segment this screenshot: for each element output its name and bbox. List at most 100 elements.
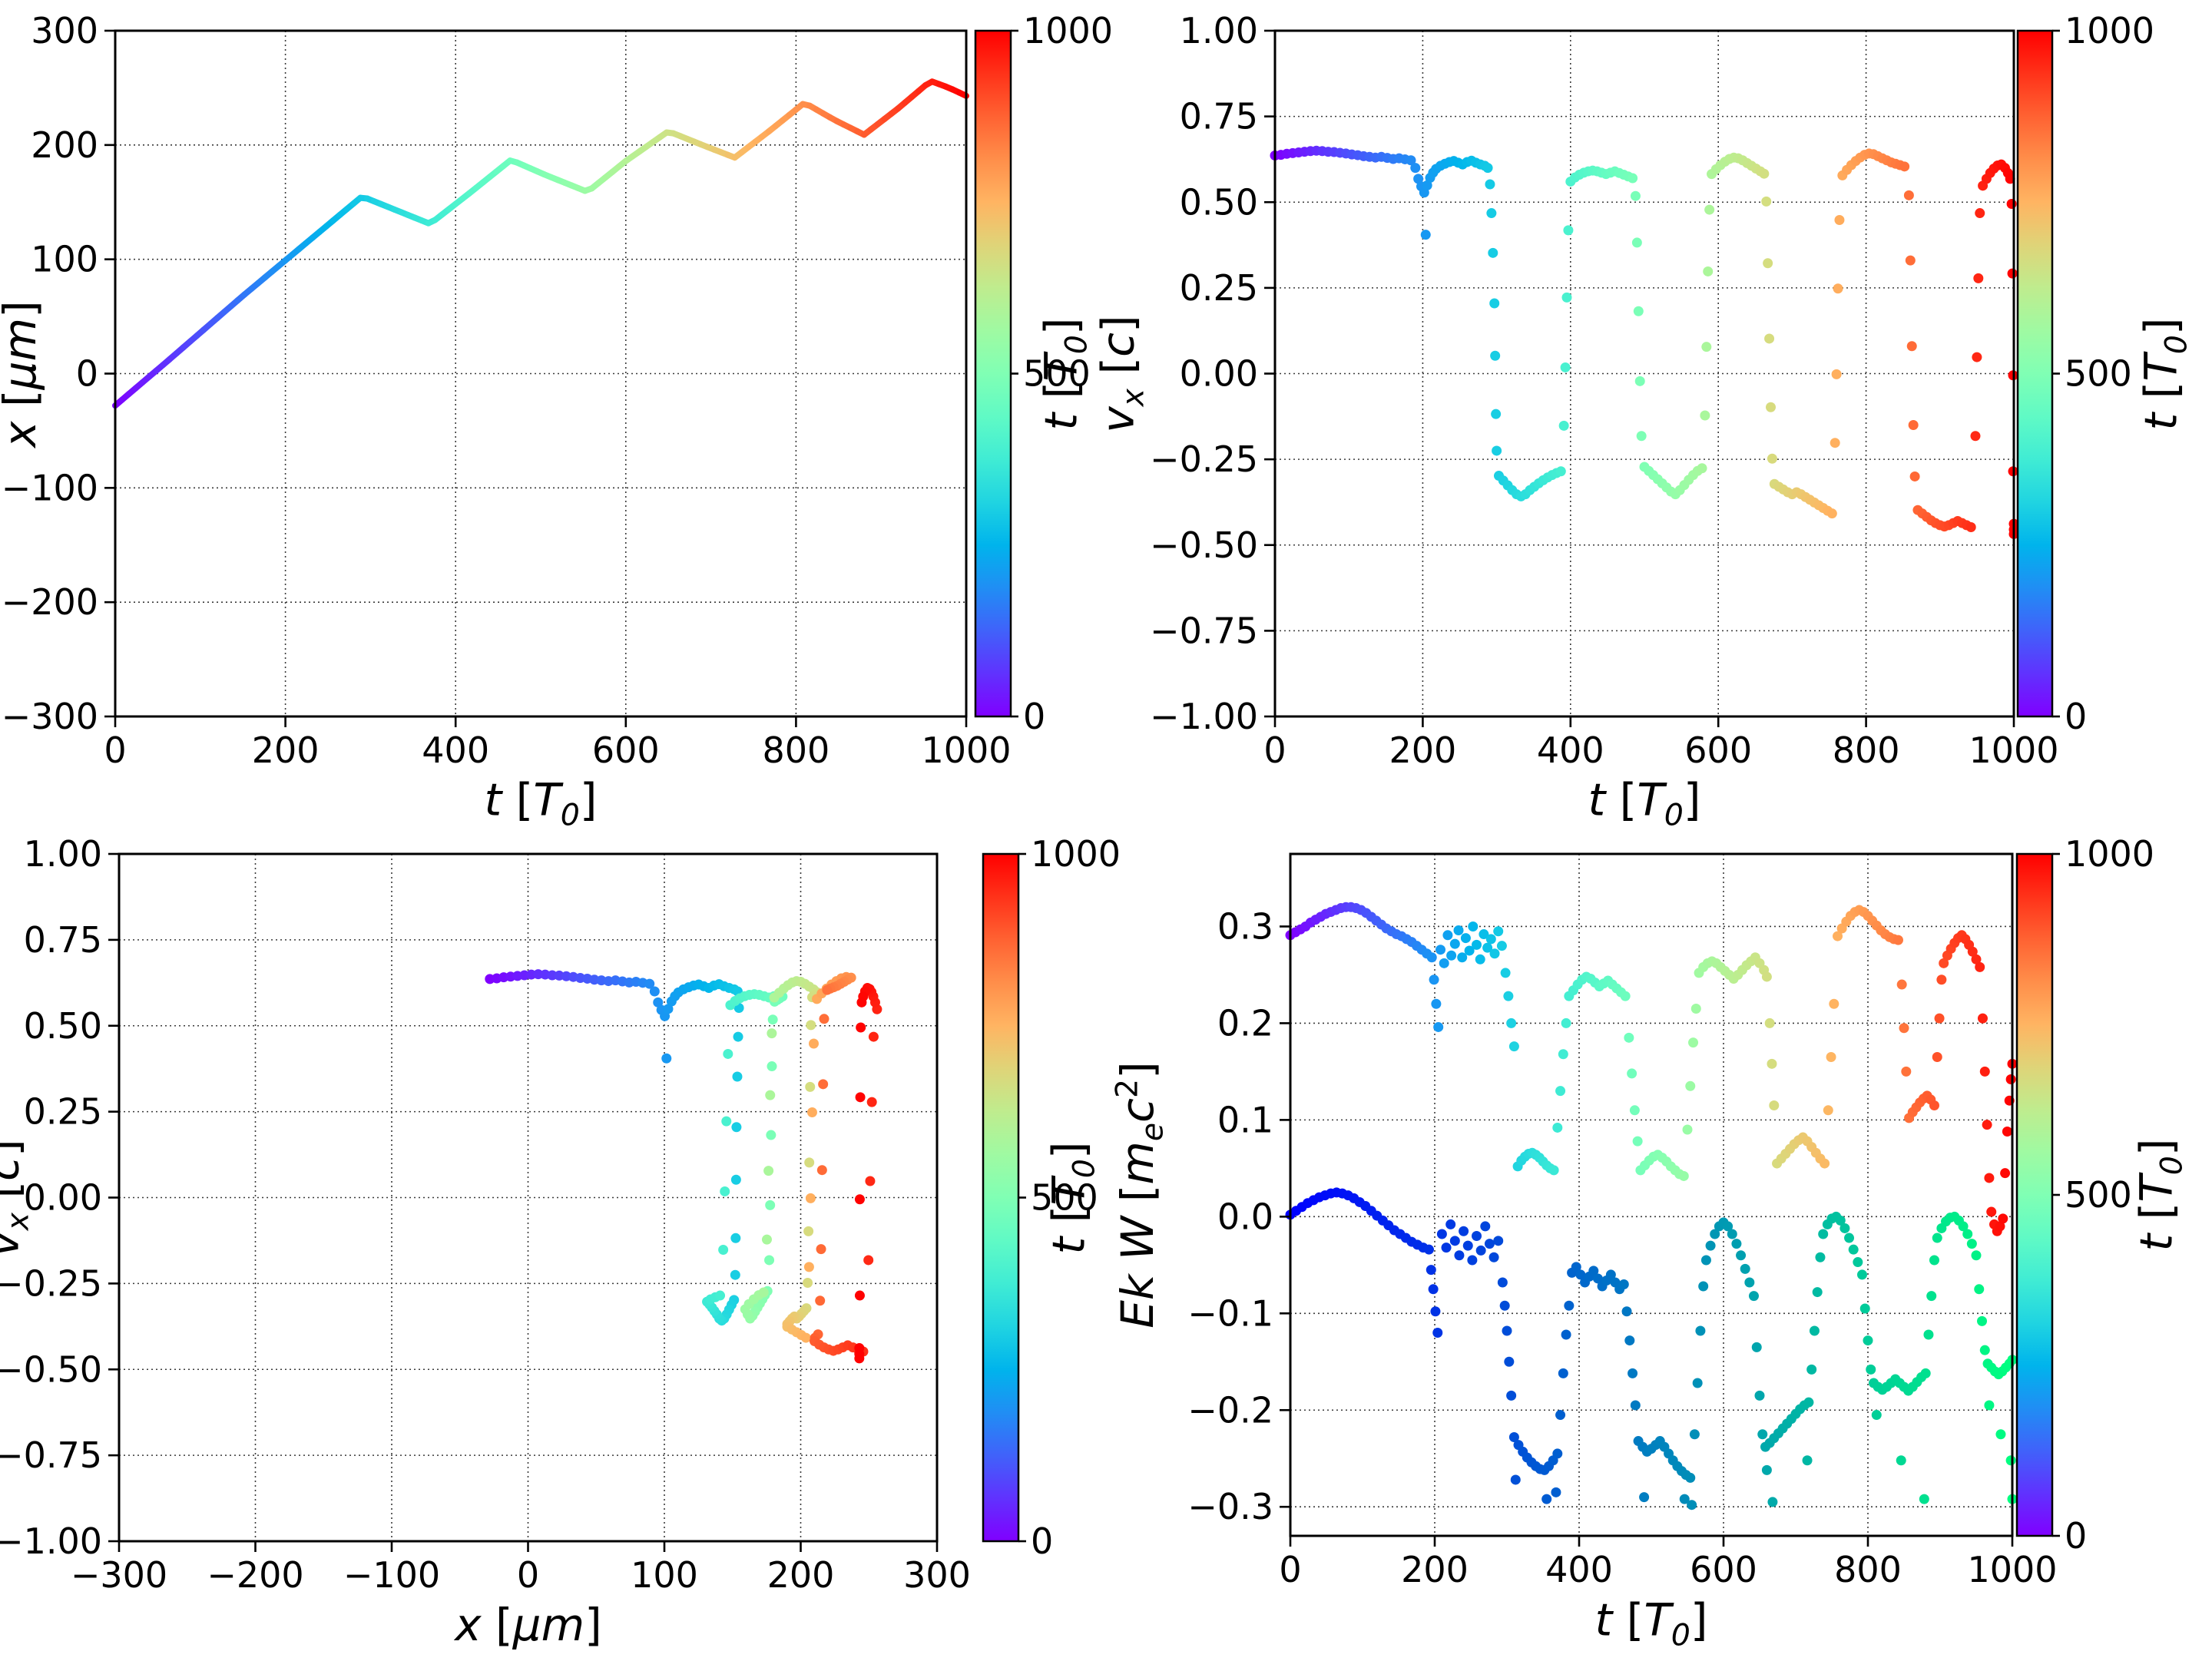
svg-text:300: 300 xyxy=(31,10,98,51)
svg-text:500: 500 xyxy=(1031,1177,1098,1219)
svg-text:800: 800 xyxy=(1833,730,1900,771)
svg-text:300: 300 xyxy=(903,1554,971,1596)
svg-text:0: 0 xyxy=(1263,730,1286,771)
scatter-W xyxy=(1285,1187,2018,1511)
svg-text:1000: 1000 xyxy=(2065,10,2154,51)
grid-x-vs-t xyxy=(114,30,967,717)
svg-text:1.00: 1.00 xyxy=(1180,10,1258,51)
svg-text:0: 0 xyxy=(517,1554,539,1596)
svg-text:500: 500 xyxy=(1023,353,1091,395)
colorbar-ticklabels: 0 500 1000 xyxy=(1031,833,1121,1562)
svg-text:−100: −100 xyxy=(2,467,98,508)
svg-text:−300: −300 xyxy=(2,696,98,737)
colorbar-ticklabels: 0 500 1000 xyxy=(2065,833,2154,1557)
svg-text:−0.50: −0.50 xyxy=(0,1348,102,1390)
trajectory-line xyxy=(112,78,969,409)
svg-text:−0.75: −0.75 xyxy=(1150,610,1258,651)
svg-text:600: 600 xyxy=(1684,730,1752,771)
svg-text:−1.00: −1.00 xyxy=(1150,696,1258,737)
colorbar-ekw-vs-t: 0 500 1000 xyxy=(2015,833,2154,1557)
svg-text:200: 200 xyxy=(31,124,98,166)
panel-vx-vs-t: 0 200 400 600 800 1000 1.00 0.75 0.50 0.25 0.00 −0.… xyxy=(1150,10,2154,771)
svg-text:0.2: 0.2 xyxy=(1217,1002,1273,1044)
svg-text:−100: −100 xyxy=(343,1554,440,1596)
svg-text:100: 100 xyxy=(31,239,98,280)
svg-text:0: 0 xyxy=(1031,1520,1053,1562)
xlabel-var: t xyxy=(484,773,502,826)
grid-vx-vs-t xyxy=(1274,30,2015,717)
scatter-vx-vs-t xyxy=(1270,145,2019,539)
ylabel-vx-vs-t: vx [c] xyxy=(1091,315,1151,433)
ticklabels-ekw-vs-t: 0 200 400 600 800 1000 0.3 0.2 0.1 0.0 −0.1 −0.2 −0.… xyxy=(1187,905,2057,1590)
panel-vx-vs-x: −300 −200 −100 0 100 200 300 1.00 0.75 0.50 0.25 0.… xyxy=(0,833,1121,1596)
svg-text:0.50: 0.50 xyxy=(24,1005,102,1047)
svg-text:0.75: 0.75 xyxy=(1180,96,1258,137)
svg-text:0.00: 0.00 xyxy=(24,1177,102,1219)
svg-text:800: 800 xyxy=(762,730,830,771)
colorbar-vx-vs-x: 0 500 1000 xyxy=(982,833,1121,1562)
svg-text:0.0: 0.0 xyxy=(1217,1196,1273,1237)
svg-text:1000: 1000 xyxy=(1967,1549,2057,1590)
svg-text:−0.1: −0.1 xyxy=(1187,1292,1273,1334)
svg-text:500: 500 xyxy=(2065,1174,2132,1216)
svg-text:800: 800 xyxy=(1834,1549,1902,1590)
svg-text:200: 200 xyxy=(1389,730,1456,771)
ticklabels-vx-vs-x: −300 −200 −100 0 100 200 300 1.00 0.75 0.50 0.25 0.… xyxy=(0,833,971,1596)
svg-text:−300: −300 xyxy=(71,1554,167,1596)
colorbar-x-vs-t: 0 500 1000 xyxy=(974,10,1113,737)
svg-text:−200: −200 xyxy=(207,1554,303,1596)
svg-text:400: 400 xyxy=(1537,730,1604,771)
svg-text:400: 400 xyxy=(1545,1549,1613,1590)
svg-text:600: 600 xyxy=(592,730,660,771)
svg-text:1000: 1000 xyxy=(1969,730,2058,771)
axes-frame xyxy=(1289,852,2014,1537)
svg-text:0.75: 0.75 xyxy=(24,919,102,961)
svg-text:0: 0 xyxy=(1279,1549,1301,1590)
svg-text:−0.75: −0.75 xyxy=(0,1434,102,1476)
xlabel-vx-vs-x: x [μm] xyxy=(455,1599,602,1651)
svg-text:0.25: 0.25 xyxy=(1180,267,1258,309)
svg-text:−0.50: −0.50 xyxy=(1150,524,1258,566)
svg-text:1000: 1000 xyxy=(921,730,1011,771)
svg-text:200: 200 xyxy=(767,1554,835,1596)
svg-text:1000: 1000 xyxy=(1031,833,1121,875)
svg-text:−0.2: −0.2 xyxy=(1187,1389,1273,1431)
colorbar-vx-vs-t: 0 500 1000 xyxy=(2016,10,2154,737)
ylabel-x-vs-t: x [μm] xyxy=(0,300,46,447)
xlabel-ekw-vs-t: t [T0] xyxy=(1594,1593,1708,1653)
svg-text:600: 600 xyxy=(1690,1549,1757,1590)
ticks-ekw-vs-t xyxy=(1280,925,2014,1547)
svg-text:0: 0 xyxy=(104,730,126,771)
ylabel-vx-vs-x: vx [c] xyxy=(0,1139,36,1256)
svg-text:−0.25: −0.25 xyxy=(1150,438,1258,480)
svg-text:1000: 1000 xyxy=(2065,833,2154,875)
svg-text:−0.3: −0.3 xyxy=(1187,1486,1273,1527)
xlabel-vx-vs-t: t [T0] xyxy=(1588,773,1701,833)
svg-text:0: 0 xyxy=(76,353,98,395)
grid-ekw-vs-t xyxy=(1290,854,2013,1536)
colorbar-label-0: t [T0] xyxy=(1035,317,1094,431)
svg-text:0.00: 0.00 xyxy=(1180,353,1258,395)
svg-text:1000: 1000 xyxy=(1023,10,1113,51)
svg-text:0: 0 xyxy=(2065,1515,2087,1557)
ticklabels-vx-vs-t: 0 200 400 600 800 1000 1.00 0.75 0.50 0.25 0.00 −0.… xyxy=(1150,10,2059,771)
svg-text:0.1: 0.1 xyxy=(1217,1099,1273,1140)
xlabel-x-vs-t: t [T0] xyxy=(484,773,598,833)
svg-text:400: 400 xyxy=(422,730,489,771)
panel-ekw-vs-t: 0 200 400 600 800 1000 0.3 0.2 0.1 0.0 −0.1 −0.2 −0.… xyxy=(1187,833,2154,1590)
colorbar-label-3: t [T0] xyxy=(2130,1138,2190,1252)
svg-text:0: 0 xyxy=(2065,696,2087,737)
scatter-Ek xyxy=(1285,902,2018,1236)
svg-text:200: 200 xyxy=(252,730,320,771)
svg-text:0.25: 0.25 xyxy=(24,1091,102,1133)
svg-text:−1.00: −1.00 xyxy=(0,1520,102,1562)
colorbar-label-2: t [T0] xyxy=(1042,1141,1102,1255)
ticks-x-vs-t xyxy=(104,29,968,727)
ticks-vx-vs-x xyxy=(108,852,939,1552)
svg-text:200: 200 xyxy=(1401,1549,1469,1590)
svg-text:100: 100 xyxy=(631,1554,698,1596)
